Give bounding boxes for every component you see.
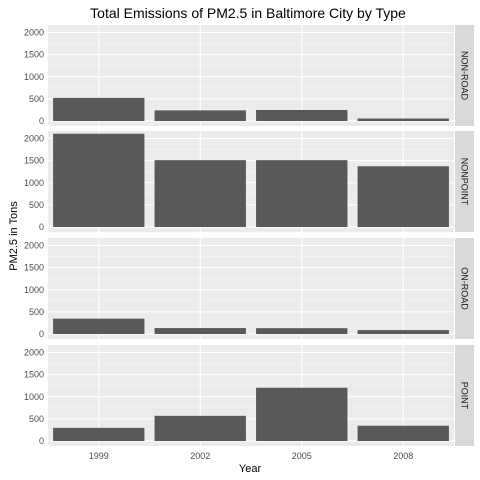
y-tick-label: 1500 (24, 370, 44, 380)
y-tick-label: 1000 (24, 285, 44, 295)
facet-strip-label: POINT (460, 382, 470, 410)
x-axis-title: Year (239, 463, 262, 475)
bar-point-2008 (357, 425, 449, 441)
y-tick-label: 1500 (24, 263, 44, 273)
facet-panels: 0 500 1000 1500 2000 NON-ROAD 0 500 1000 1500 2000… (24, 25, 474, 461)
facet-strip (455, 131, 474, 232)
bar-nonpoint-1999 (53, 133, 145, 227)
bar-on-road-2002 (154, 328, 246, 334)
y-tick-label: 1000 (24, 178, 44, 188)
facet-strip (455, 238, 474, 339)
chart-title: Total Emissions of PM2.5 in Baltimore Ci… (90, 5, 406, 21)
x-tick-label: 1999 (89, 451, 109, 461)
facet-strip-label: ON-ROAD (460, 267, 470, 310)
facet-strip-label: NONPOINT (460, 158, 470, 206)
y-tick-label: 0 (39, 436, 44, 446)
y-tick-label: 1000 (24, 392, 44, 402)
bar-point-2005 (256, 387, 348, 441)
y-tick-label: 1500 (24, 156, 44, 166)
y-tick-label: 500 (29, 200, 44, 210)
y-tick-label: 500 (29, 94, 44, 104)
y-tick-label: 2000 (24, 134, 44, 144)
bar-non-road-2005 (256, 109, 348, 121)
bar-non-road-2008 (357, 118, 449, 121)
facet-strip (455, 345, 474, 446)
y-tick-label: 2000 (24, 241, 44, 251)
bar-non-road-2002 (154, 110, 246, 121)
y-tick-label: 2000 (24, 28, 44, 38)
bar-nonpoint-2005 (256, 160, 348, 227)
bar-point-2002 (154, 415, 246, 441)
facet-strip (455, 25, 474, 126)
y-tick-label: 0 (39, 116, 44, 126)
bar-nonpoint-2008 (357, 166, 449, 227)
y-tick-label: 1000 (24, 72, 44, 82)
y-tick-label: 500 (29, 307, 44, 317)
x-tick-label: 2005 (292, 451, 312, 461)
y-tick-label: 500 (29, 414, 44, 424)
facet-strip-label: NON-ROAD (460, 51, 470, 100)
bar-on-road-2005 (256, 328, 348, 334)
bar-non-road-1999 (53, 97, 145, 121)
bar-on-road-1999 (53, 318, 145, 334)
y-tick-label: 0 (39, 222, 44, 232)
bar-nonpoint-2002 (154, 160, 246, 227)
bar-point-1999 (53, 427, 145, 441)
y-tick-label: 1500 (24, 50, 44, 60)
y-tick-label: 2000 (24, 348, 44, 358)
x-tick-label: 2002 (190, 451, 210, 461)
x-tick-label: 2008 (393, 451, 413, 461)
y-tick-label: 0 (39, 329, 44, 339)
bar-on-road-2008 (357, 330, 449, 334)
y-axis-title: PM2.5 in Tons (8, 201, 20, 271)
